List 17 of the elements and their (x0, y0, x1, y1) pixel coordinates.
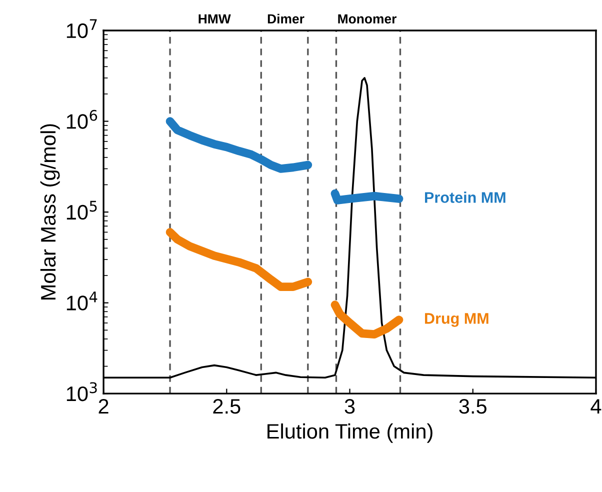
x-tick-label: 3 (344, 399, 355, 414)
x-tick-label: 2 (98, 399, 108, 414)
x-tick-label: 4 (590, 399, 602, 414)
series-label: Drug MM (425, 313, 488, 327)
y-tick-label: 10$^{5}$ (66, 200, 97, 220)
text: HMW (198, 14, 231, 24)
y-tick-label: 10$^{3}$ (66, 382, 97, 402)
y-tick-label: 10$^{6}$ (66, 110, 98, 129)
x-tick-label: 3.5 (459, 399, 486, 414)
series-label: Protein MM (425, 192, 506, 203)
y-tick-label: 10$^{4}$ (66, 292, 98, 310)
x-axis-title: Elution Time (min) (268, 423, 432, 443)
y-tick-label: 10$^{7}$ (66, 19, 97, 38)
text: Monomer (338, 14, 396, 24)
x-tick-label: 2.5 (213, 399, 240, 414)
text: Dimer (268, 14, 304, 24)
y-axis-title: Molar Mass (g/mol) (40, 124, 60, 300)
